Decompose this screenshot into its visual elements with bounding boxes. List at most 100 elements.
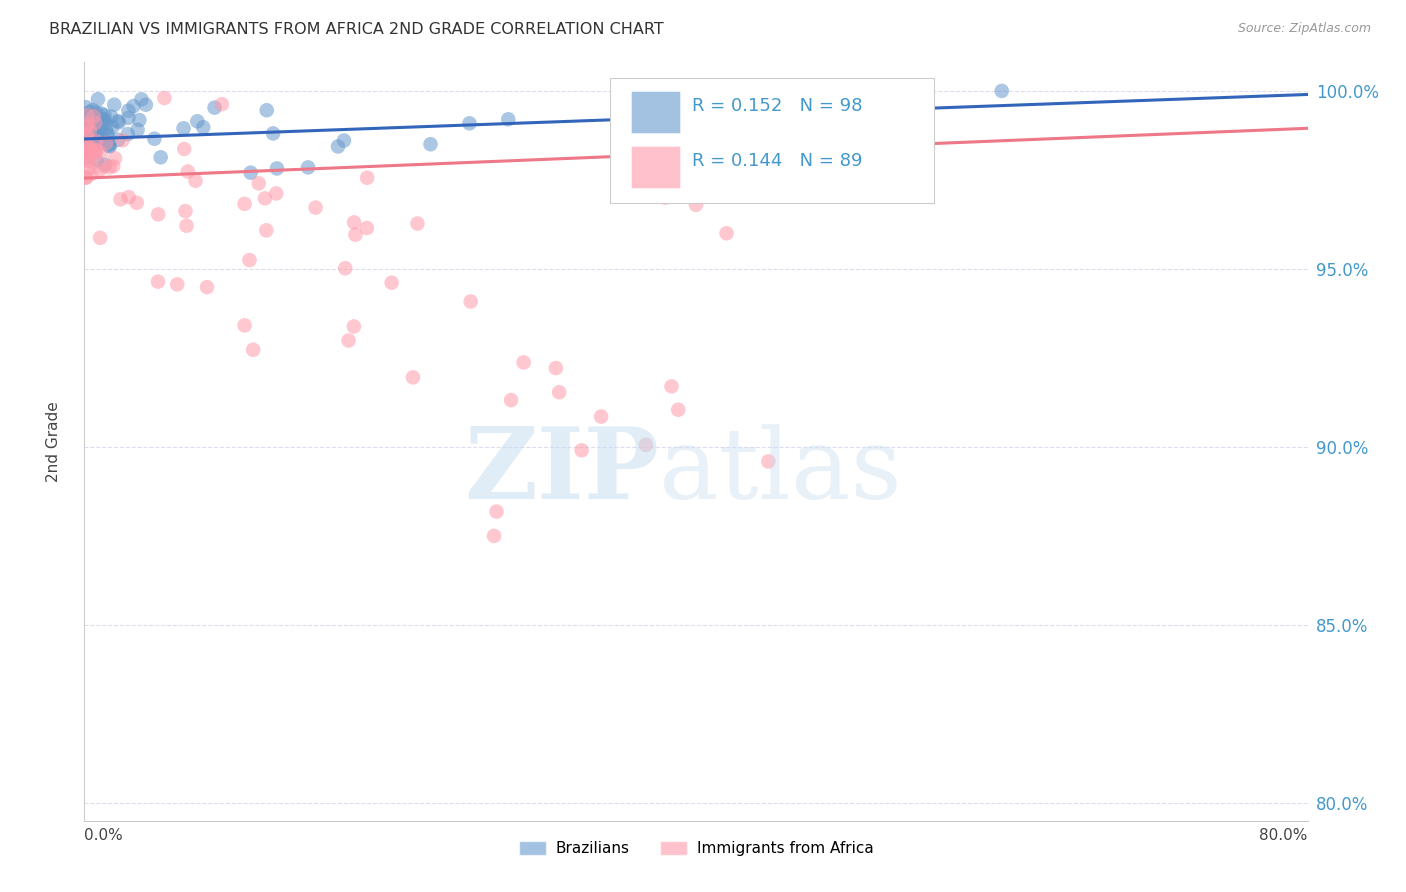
Point: [104, 151, 127, 165]
Point: [634, 438, 657, 452]
Point: [256, 103, 278, 118]
Point: [591, 409, 613, 424]
Point: [512, 355, 534, 369]
Point: [80, 122, 103, 136]
Point: [90, 146, 112, 161]
Point: [80, 167, 103, 181]
Point: [233, 318, 256, 333]
Point: [79, 123, 101, 137]
Point: [117, 103, 139, 118]
Point: [177, 164, 200, 178]
Point: [266, 161, 288, 176]
Point: [153, 91, 176, 105]
Legend: Brazilians, Immigrants from Africa: Brazilians, Immigrants from Africa: [513, 835, 879, 863]
Point: [166, 277, 188, 292]
Point: [76, 108, 98, 122]
Text: atlas: atlas: [659, 424, 903, 520]
Point: [176, 219, 198, 233]
Point: [458, 116, 481, 130]
Point: [211, 97, 233, 112]
Point: [195, 280, 218, 294]
Point: [84, 105, 107, 120]
Point: [77, 123, 100, 137]
Point: [77, 117, 100, 131]
Point: [128, 113, 150, 128]
Point: [239, 166, 262, 180]
Point: [90, 106, 112, 120]
Point: [247, 177, 270, 191]
Point: [135, 97, 157, 112]
Point: [485, 505, 508, 519]
Point: [118, 190, 141, 204]
Point: [94, 116, 117, 130]
Point: [406, 217, 429, 231]
Point: [117, 127, 139, 141]
Point: [107, 114, 129, 128]
FancyBboxPatch shape: [631, 91, 681, 133]
Point: [90, 130, 112, 145]
Point: [326, 139, 349, 153]
Point: [89, 162, 111, 177]
Point: [84, 138, 107, 153]
Point: [91, 112, 114, 127]
Point: [356, 221, 378, 235]
Point: [98, 139, 121, 153]
Point: [97, 127, 120, 141]
Point: [402, 370, 425, 384]
Point: [548, 385, 571, 400]
Point: [335, 261, 357, 276]
Point: [499, 393, 522, 408]
Point: [337, 334, 360, 348]
Point: [84, 112, 107, 126]
Point: [419, 137, 441, 152]
Point: [356, 170, 378, 185]
Point: [83, 112, 105, 127]
Point: [86, 111, 108, 125]
FancyBboxPatch shape: [610, 78, 935, 202]
Point: [716, 227, 738, 241]
Point: [76, 127, 98, 141]
Point: [131, 92, 153, 106]
Point: [84, 116, 107, 130]
Point: [76, 128, 98, 143]
Point: [127, 123, 149, 137]
Point: [89, 124, 111, 138]
Point: [87, 128, 110, 142]
Point: [79, 110, 101, 124]
Point: [75, 135, 97, 149]
Text: Source: ZipAtlas.com: Source: ZipAtlas.com: [1237, 22, 1371, 36]
Point: [84, 111, 107, 125]
Point: [98, 139, 121, 153]
Point: [103, 97, 125, 112]
Point: [143, 132, 166, 146]
Point: [101, 120, 124, 135]
Point: [343, 215, 366, 229]
Point: [75, 150, 97, 164]
Point: [991, 84, 1014, 98]
Point: [193, 120, 215, 135]
Point: [80, 145, 103, 159]
Point: [146, 275, 169, 289]
Point: [297, 161, 319, 175]
Text: 80.0%: 80.0%: [1260, 828, 1308, 843]
Point: [146, 207, 169, 221]
Point: [96, 122, 118, 136]
Point: [75, 116, 97, 130]
Point: [82, 119, 104, 133]
Point: [100, 110, 122, 124]
Point: [233, 196, 256, 211]
Point: [86, 153, 108, 168]
Point: [103, 159, 125, 173]
Point: [75, 100, 97, 114]
Point: [571, 443, 593, 458]
Point: [84, 129, 107, 144]
Point: [242, 343, 264, 357]
Point: [381, 276, 404, 290]
Point: [75, 139, 97, 153]
Point: [97, 136, 120, 150]
Point: [86, 138, 108, 153]
Point: [96, 128, 118, 143]
Point: [87, 92, 110, 106]
Point: [77, 144, 100, 158]
Point: [93, 160, 115, 174]
